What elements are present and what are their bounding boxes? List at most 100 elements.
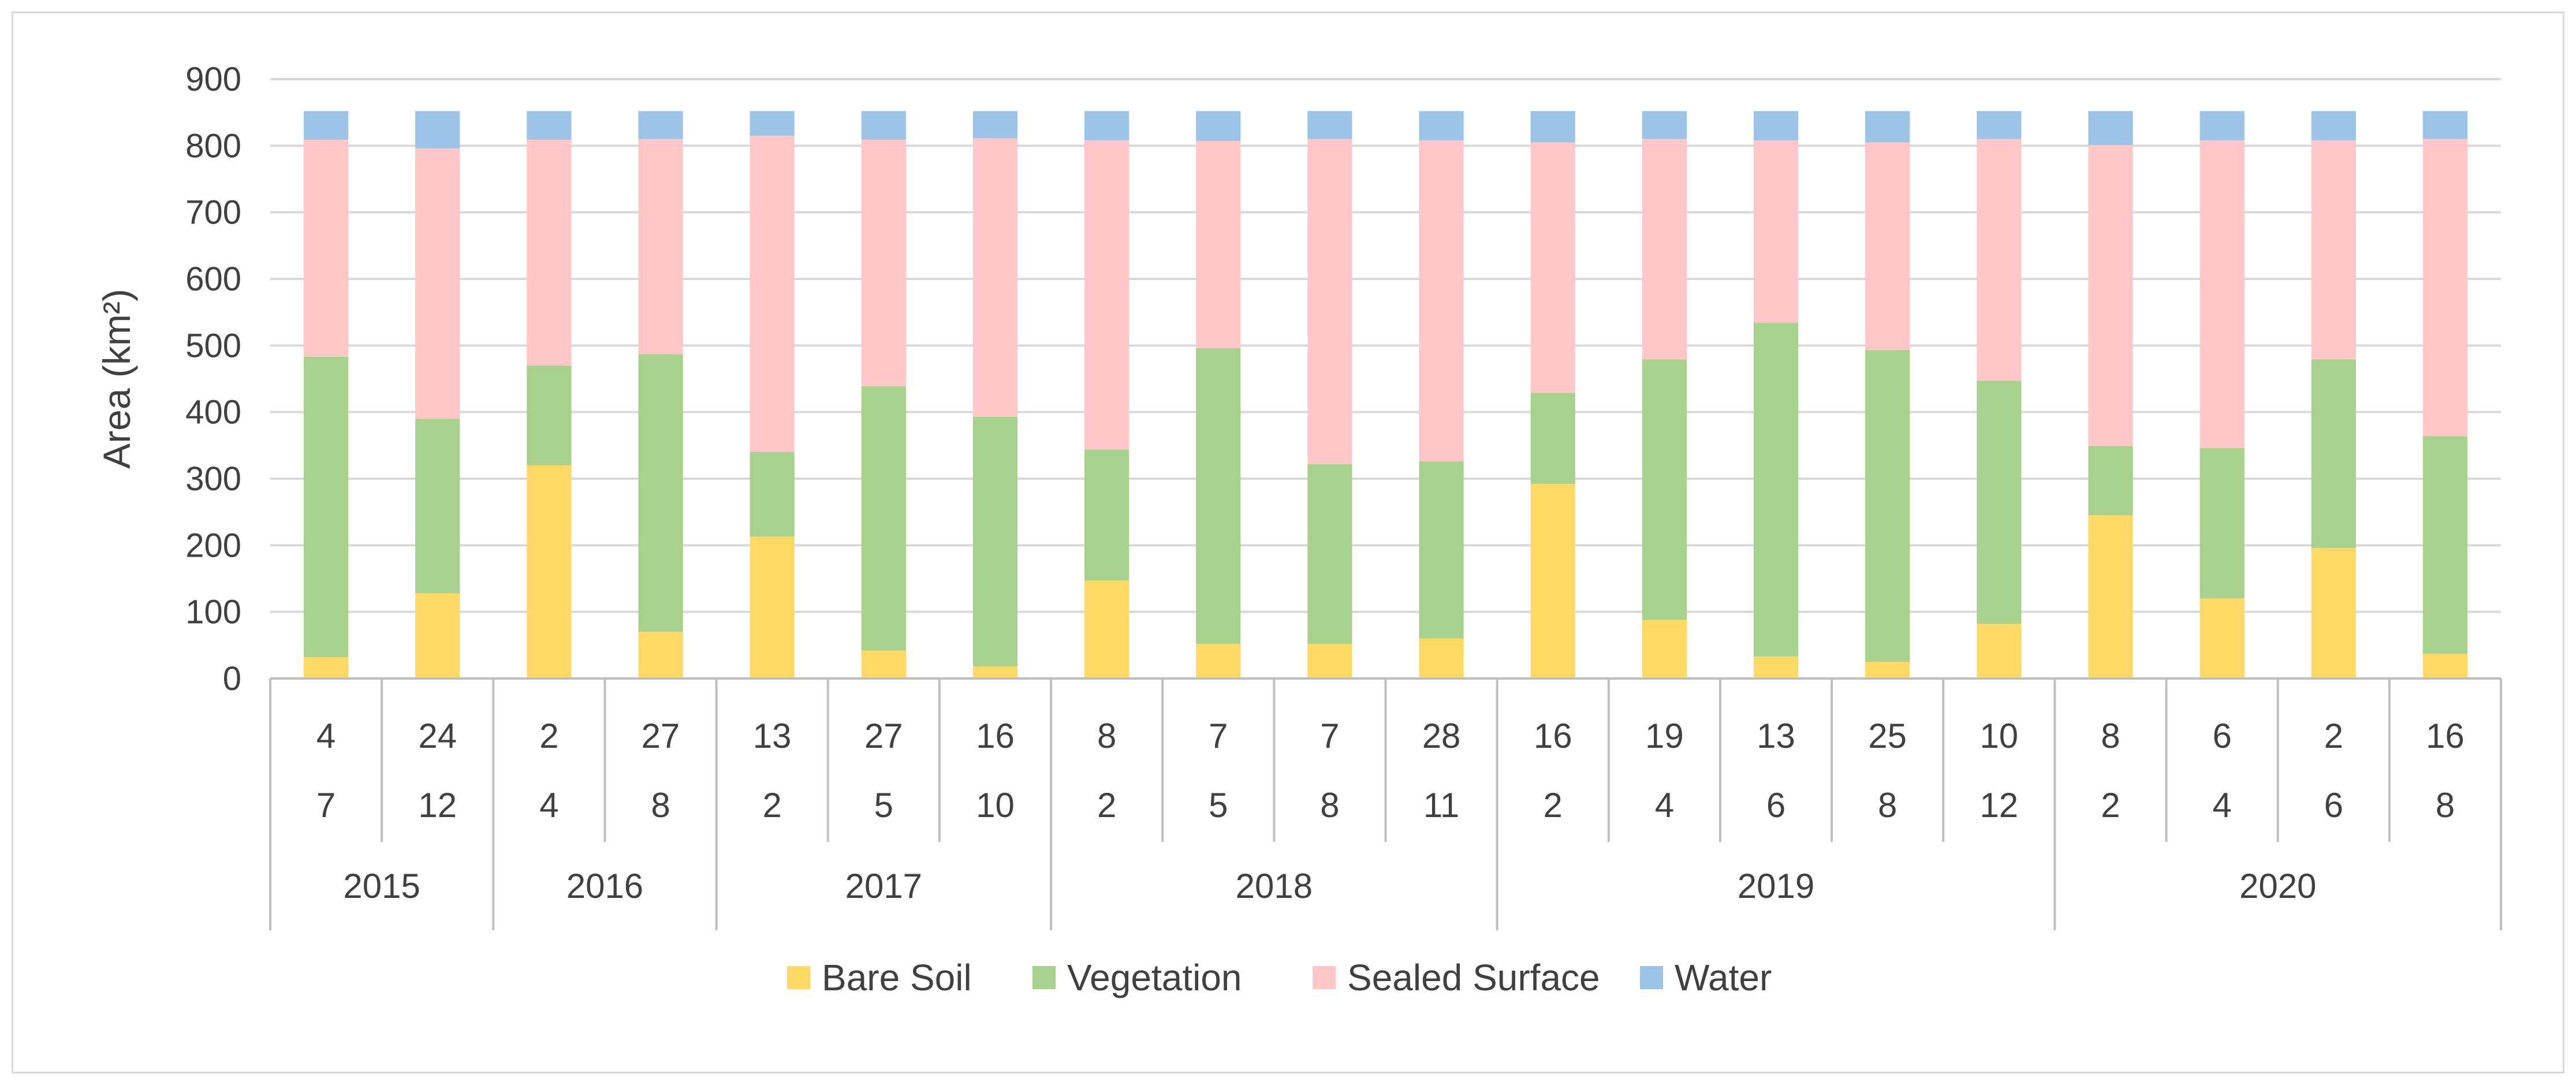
bar-bare-soil (2311, 547, 2356, 678)
x-label-mid: 2 (1544, 786, 1563, 825)
bar-sealed-surface (972, 138, 1018, 417)
bar-vegetation (2311, 359, 2356, 548)
x-label-top: 25 (1868, 717, 1907, 755)
x-label-year: 2019 (1738, 867, 1814, 905)
x-label-mid: 6 (1766, 786, 1785, 825)
bar-vegetation (415, 419, 460, 594)
bar-water (2088, 111, 2133, 146)
x-label-mid: 8 (1320, 786, 1339, 825)
bar-bare-soil (1084, 580, 1129, 678)
x-label-top: 7 (1320, 717, 1339, 755)
x-label-mid: 10 (976, 786, 1015, 825)
bar-vegetation (638, 354, 683, 632)
legend-label: Bare Soil (822, 957, 972, 998)
bar-bare-soil (2422, 654, 2468, 678)
x-label-mid: 2 (1097, 786, 1116, 825)
bar-sealed-surface (1196, 141, 1241, 348)
x-label-top: 24 (418, 717, 457, 755)
bar-vegetation (2422, 436, 2468, 654)
bar-water (415, 111, 460, 148)
legend-swatch-bare-soil (787, 966, 810, 989)
bar-water (1753, 111, 1799, 141)
x-label-mid: 5 (1209, 786, 1228, 825)
x-label-mid: 4 (1655, 786, 1674, 825)
x-label-year: 2018 (1236, 867, 1313, 905)
bar-sealed-surface (1977, 139, 2022, 381)
bar-bare-soil (861, 650, 906, 678)
x-label-mid: 12 (418, 786, 457, 825)
bar-bare-soil (972, 666, 1018, 678)
x-label-top: 7 (1209, 717, 1228, 755)
x-label-top: 4 (316, 717, 335, 755)
bar-vegetation (2088, 446, 2133, 516)
bar-sealed-surface (1530, 142, 1575, 393)
x-label-mid: 12 (1979, 786, 2018, 825)
bar-water (1530, 111, 1575, 143)
x-label-mid: 2 (2101, 786, 2120, 825)
x-label-mid: 2 (762, 786, 781, 825)
y-tick-label: 900 (185, 61, 241, 98)
legend-swatch-vegetation (1032, 966, 1056, 989)
bar-water (972, 111, 1018, 139)
x-label-top: 16 (2426, 717, 2465, 755)
bar-bare-soil (1753, 656, 1799, 678)
bar-bare-soil (1307, 644, 1352, 678)
bar-water (2422, 111, 2468, 139)
bar-sealed-surface (638, 139, 683, 355)
bar-bare-soil (638, 632, 683, 678)
bar-vegetation (2200, 448, 2245, 599)
x-label-year: 2016 (566, 867, 643, 905)
x-label-top: 27 (864, 717, 903, 755)
bar-vegetation (861, 386, 906, 651)
bar-sealed-surface (1419, 140, 1464, 462)
x-label-top: 8 (1097, 717, 1116, 755)
x-label-top: 2 (539, 717, 558, 755)
x-label-year: 2017 (845, 867, 922, 905)
x-label-top: 28 (1422, 717, 1461, 755)
bar-sealed-surface (415, 148, 460, 419)
bar-sealed-surface (1865, 142, 1910, 351)
bar-water (1977, 111, 2022, 139)
bar-vegetation (1753, 323, 1799, 657)
bar-water (303, 111, 349, 140)
bar-vegetation (1865, 350, 1910, 662)
bar-water (1196, 111, 1241, 141)
bar-vegetation (1419, 461, 1464, 639)
x-label-mid: 11 (1423, 786, 1459, 825)
bar-sealed-surface (1307, 139, 1352, 464)
bar-vegetation (1196, 348, 1241, 644)
bar-bare-soil (2200, 598, 2245, 678)
chart-frame: 0 100 200 300 400 500 600 700 800 900 Area (km²) 4 7… (12, 12, 2564, 1073)
bar-water (2200, 111, 2245, 141)
y-axis-title: Area (km²) (95, 289, 138, 469)
y-tick-label: 300 (185, 460, 241, 498)
bar-water (2311, 111, 2356, 141)
bar-vegetation (527, 365, 572, 465)
bar-vegetation (303, 356, 349, 658)
bar-sealed-surface (2088, 145, 2133, 446)
bar-sealed-surface (750, 136, 795, 452)
bar-sealed-surface (1642, 139, 1687, 360)
x-label-mid: 5 (874, 786, 893, 825)
bar-bare-soil (1530, 484, 1575, 678)
x-label-mid: 8 (1878, 786, 1897, 825)
x-label-top: 16 (1534, 717, 1572, 755)
x-label-year: 2015 (343, 867, 420, 905)
stacked-bar-chart: 0 100 200 300 400 500 600 700 800 900 Area (km²) 4 7… (95, 61, 2502, 998)
y-tick-label: 200 (185, 527, 241, 564)
bar-vegetation (1977, 381, 2022, 624)
x-label-mid: 6 (2324, 786, 2343, 825)
y-tick-label: 100 (185, 594, 241, 631)
x-label-top: 16 (976, 717, 1015, 755)
y-tick-label: 400 (185, 394, 241, 431)
bar-vegetation (1307, 464, 1352, 644)
x-label-top: 19 (1645, 717, 1684, 755)
bar-vegetation (1530, 393, 1575, 484)
bar-sealed-surface (2200, 140, 2245, 448)
bar-water (1419, 111, 1464, 141)
y-tick-label: 700 (185, 194, 241, 232)
bar-water (527, 111, 572, 140)
bar-water (638, 111, 683, 139)
legend-swatch-sealed-surface (1313, 966, 1336, 989)
x-label-mid: 4 (2212, 786, 2231, 825)
